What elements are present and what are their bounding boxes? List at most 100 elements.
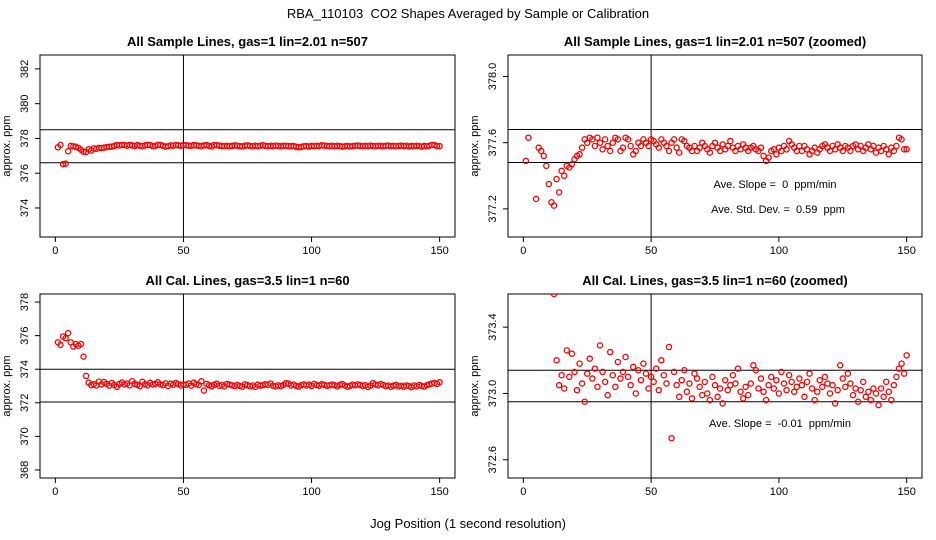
data-point [80,353,87,360]
data-point [854,398,862,405]
panel: All Sample Lines, gas=1 lin=2.01 n=507 ap… [1,34,456,257]
data-point [681,137,688,145]
data-point [750,362,757,369]
data-point [578,144,586,151]
x-tick-label: 0 [520,245,526,257]
data-point [798,381,806,389]
data-point [888,396,895,404]
data-point [842,383,849,391]
data-point [778,368,785,376]
x-tick-label: 100 [302,486,320,498]
data-point [895,365,903,372]
data-point [780,380,788,387]
y-tick-label: 380 [19,94,31,112]
y-tick-label: 368 [19,461,31,479]
data-point [747,380,755,387]
data-point [885,151,893,158]
data-point [709,373,716,381]
data-point [658,357,665,364]
y-axis-label: approx. ppm [1,115,13,176]
data-point [571,368,578,376]
data-point [701,378,709,386]
data-point [604,391,611,399]
data-point [890,381,898,389]
data-point [806,370,813,377]
data-point [844,370,852,377]
data-point [663,142,670,150]
data-point [650,378,657,386]
plot-area [40,55,455,237]
data-point [599,146,606,153]
data-point [793,383,801,391]
data-point [560,172,568,180]
x-tick-label: 0 [52,245,58,257]
data-point [752,367,760,374]
panel-title: All Sample Lines, gas=1 lin=2.01 n=507 [127,34,368,49]
data-point [528,319,533,324]
data-point [686,380,693,387]
data-point [637,376,645,384]
plot-frame [39,293,456,479]
data-point [622,353,629,361]
data-point [765,154,772,161]
data-point [755,385,762,392]
data-point [681,367,688,374]
data-point [637,142,645,150]
data-point [870,385,877,392]
data-point [706,149,714,156]
data-point [583,139,591,146]
data-point [553,357,560,364]
data-point [589,375,596,382]
data-point [619,144,627,151]
data-point [678,376,686,384]
data-point [632,390,640,397]
data-point [545,180,553,188]
data-point [696,383,703,391]
y-axis-label: approx. ppm [469,355,481,416]
panel-title: All Sample Lines, gas=1 lin=2.01 n=507 (… [564,34,866,49]
x-tick-label: 50 [645,486,657,498]
data-point [550,202,558,209]
data-point [601,136,609,143]
data-point [788,378,795,386]
data-point [865,388,872,396]
data-point [857,386,864,394]
data-point [831,400,839,407]
data-point [839,147,847,155]
data-point [647,373,655,381]
data-point [698,391,706,399]
data-point [862,393,870,401]
data-point [693,375,701,382]
data-point [785,371,793,379]
x-tick-label: 50 [177,486,189,498]
data-point [57,341,64,349]
data-point [824,380,831,387]
panel: All Cal. Lines, gas=3.5 lin=1 n=60 approx… [1,273,456,498]
data-point [847,147,854,155]
data-point [555,189,563,196]
data-point [591,142,599,150]
data-point [568,350,576,357]
data-point [900,146,908,153]
data-point [606,348,614,356]
annotation: Ave. Slope = -0.01 ppm/min [709,418,851,430]
data-point [877,385,885,392]
data-point [790,388,798,396]
data-point [796,375,803,382]
data-point [635,367,642,374]
data-point [783,386,790,394]
data-point [660,371,668,379]
data-point [624,136,632,143]
panel: All Sample Lines, gas=1 lin=2.01 n=507 (… [469,34,923,324]
y-tick-label: 372.6 [487,446,499,474]
x-tick-label: 150 [897,245,915,257]
data-point [583,370,591,377]
data-point [624,373,632,381]
data-point [819,383,826,391]
data-point [64,148,72,155]
data-point [612,383,619,391]
x-tick-label: 150 [897,486,915,498]
panel-title: All Cal. Lines, gas=3.5 lin=1 n=60 (zoom… [582,273,848,288]
data-point [609,371,617,379]
data-point [893,373,900,381]
